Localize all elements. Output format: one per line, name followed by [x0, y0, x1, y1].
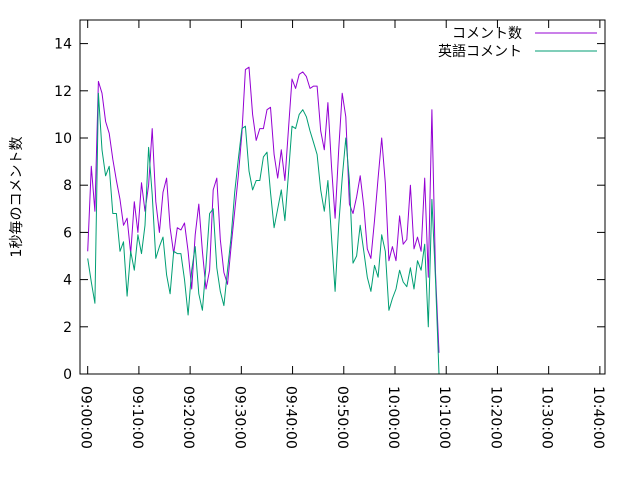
- y-tick-label: 8: [63, 178, 72, 194]
- legend-label: コメント数: [452, 26, 522, 42]
- plot-frame: [79, 19, 606, 375]
- y-tick-label: 12: [54, 84, 72, 100]
- x-tick-label: 10:20:00: [487, 386, 503, 449]
- series-layer: [87, 66, 440, 375]
- x-axis-ticks: 09:00:00 09:10:00 09:20:00 09:30:00 09:40:00…: [78, 20, 606, 449]
- x-tick-label: 09:30:00: [231, 386, 247, 449]
- y-axis-ticks: 0 2 4 6 8 10 12 14: [54, 37, 605, 383]
- y-tick-label: 4: [63, 273, 72, 289]
- x-tick-label: 10:10:00: [436, 386, 452, 449]
- y-axis-label: 1秒毎のコメント数: [9, 137, 25, 258]
- x-tick-label: 09:40:00: [283, 386, 299, 449]
- x-tick-label: 09:20:00: [180, 386, 196, 449]
- series-line-2: [87, 92, 440, 375]
- x-tick-label: 10:00:00: [385, 386, 401, 449]
- y-tick-label: 14: [54, 37, 72, 53]
- x-tick-label: 09:50:00: [334, 386, 350, 449]
- x-tick-label: 09:00:00: [78, 386, 94, 449]
- x-tick-label: 10:30:00: [539, 386, 555, 449]
- y-tick-label: 2: [63, 320, 72, 336]
- y-tick-label: 10: [54, 131, 72, 147]
- x-tick-label: 09:10:00: [129, 386, 145, 449]
- y-tick-label: 0: [63, 367, 72, 383]
- x-tick-label: 10:40:00: [590, 386, 606, 449]
- legend-label: 英語コメント: [438, 43, 522, 60]
- y-tick-label: 6: [63, 225, 72, 241]
